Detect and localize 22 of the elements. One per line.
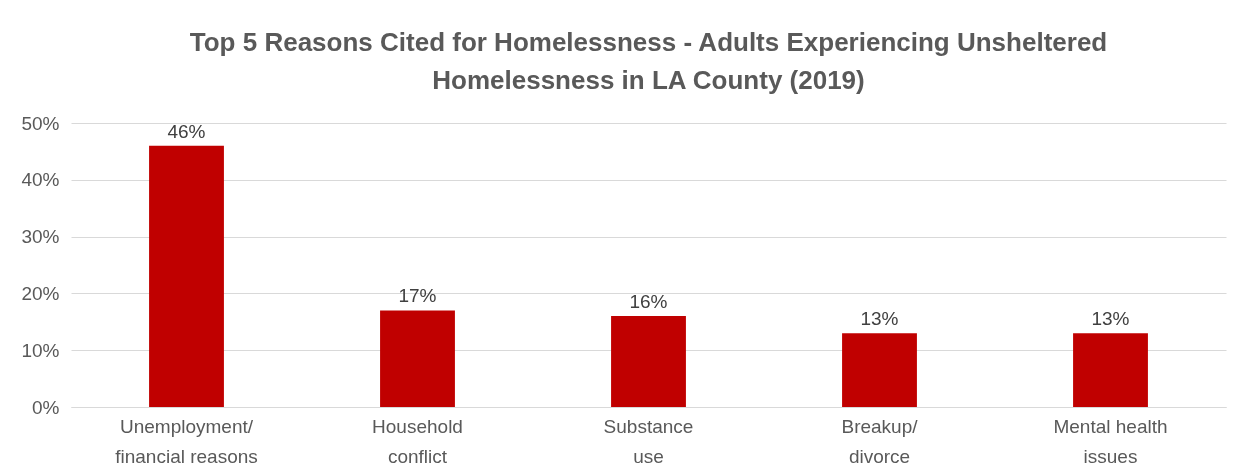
bar — [842, 333, 917, 407]
data-label: 16% — [629, 291, 668, 313]
x-tick-label: Household conflict — [372, 415, 463, 467]
data-label: 46% — [167, 120, 206, 142]
x-tick-label: Breakup/ divorce — [841, 415, 919, 467]
bar — [149, 145, 224, 407]
bar — [1073, 333, 1148, 407]
y-tick-label: 10% — [21, 339, 60, 361]
y-tick-label: 30% — [21, 226, 60, 248]
data-label: 13% — [1091, 308, 1130, 330]
chart-title: Top 5 Reasons Cited for Homelessness - Adults Experiencing Unsheltered Homelessness in LA County (2019) — [189, 27, 1108, 95]
y-tick-label: 20% — [21, 282, 60, 304]
y-tick-label: 50% — [21, 112, 60, 134]
bar — [611, 316, 686, 407]
x-tick-label: Unemployment/ financial reasons — [115, 415, 258, 467]
data-label: 17% — [398, 285, 437, 307]
y-tick-label: 40% — [21, 169, 60, 191]
y-tick-label: 0% — [32, 396, 60, 418]
data-label: 13% — [860, 308, 899, 330]
bar — [380, 310, 455, 407]
x-tick-label: Substance use — [603, 415, 694, 467]
x-tick-label: Mental health issues — [1053, 415, 1168, 467]
